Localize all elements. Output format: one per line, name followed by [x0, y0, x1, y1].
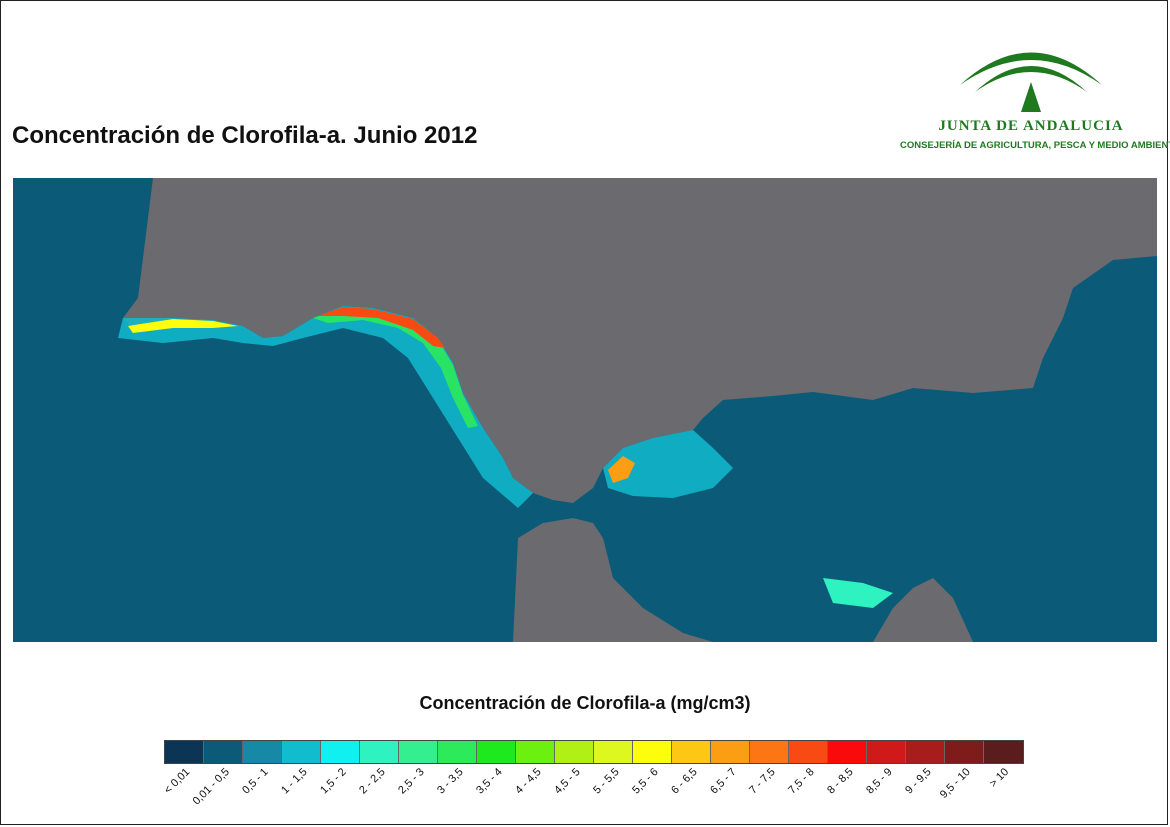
coastal-band-west [128, 319, 238, 333]
legend-swatch [165, 741, 204, 763]
legend-swatch [243, 741, 282, 763]
legend-label: 0,01 - 0,5 [190, 766, 232, 808]
chlorophyll-map [13, 178, 1157, 642]
legend-label: 7 - 7,5 [746, 766, 778, 797]
legend-label: 3 - 3,5 [434, 766, 466, 797]
legend-label: > 10 [986, 766, 1011, 790]
coastal-band-high [318, 307, 445, 348]
logo-name: JUNTA DE ANDALUCIA [938, 118, 1124, 134]
legend-label: 9 - 9,5 [902, 766, 934, 797]
legend-label: 1 - 1,5 [278, 766, 310, 797]
legend-label: 4 - 4,5 [512, 766, 544, 797]
legend-label: 0,5 - 1 [239, 766, 271, 797]
legend-swatch [984, 741, 1023, 763]
legend-label: 6 - 6,5 [668, 766, 700, 797]
legend-swatch [282, 741, 321, 763]
legend-label: 4,5 - 5 [551, 766, 583, 797]
land-iberia [123, 178, 1157, 503]
legend-label: 6,5 - 7 [707, 766, 739, 797]
legend-swatch [906, 741, 945, 763]
alboran-bloom [603, 430, 733, 498]
legend-swatch [516, 741, 555, 763]
legend-swatch [438, 741, 477, 763]
legend-swatch [828, 741, 867, 763]
legend-swatch [477, 741, 516, 763]
legend-label: 7,5 - 8 [785, 766, 817, 797]
legend-label: 2,5 - 3 [395, 766, 427, 797]
legend-swatch [555, 741, 594, 763]
legend-swatch [360, 741, 399, 763]
legend-title: Concentración de Clorofila-a (mg/cm3) [419, 693, 751, 713]
legend-swatch [399, 741, 438, 763]
logo-subtitle: CONSEJERÍA DE AGRICULTURA, PESCA Y MEDIO… [900, 140, 1170, 151]
legend-swatch [867, 741, 906, 763]
alboran-bloom-core [608, 456, 635, 483]
legend-label: 5,5 - 6 [629, 766, 661, 797]
legend-label: 3,5 - 4 [473, 766, 505, 797]
junta-de-andalucia-logo: JUNTA DE ANDALUCIA CONSEJERÍA DE AGRICUL… [900, 30, 1170, 160]
legend-swatch [672, 741, 711, 763]
page-title: Concentración de Clorofila-a. Junio 2012 [12, 122, 478, 149]
legend-label: 9,5 - 10 [937, 766, 973, 801]
legend-label: 5 - 5,5 [590, 766, 622, 797]
legend-swatch [321, 741, 360, 763]
land-africa [513, 518, 713, 642]
east-bloom [823, 578, 893, 608]
logo-emblem-icon [960, 52, 1102, 112]
legend-swatch [633, 741, 672, 763]
legend-swatch [789, 741, 828, 763]
legend-label: 2 - 2,5 [356, 766, 388, 797]
legend-color-bar [164, 740, 1024, 764]
legend-label: < 0,01 [161, 766, 192, 797]
land-africa-east [873, 578, 973, 642]
legend-swatch [204, 741, 243, 763]
legend-label: 1,5 - 2 [317, 766, 349, 797]
coastal-band-low [118, 306, 533, 508]
legend-swatch [711, 741, 750, 763]
legend-label: 8 - 8,5 [824, 766, 856, 797]
legend-swatch [594, 741, 633, 763]
legend-swatch [945, 741, 984, 763]
legend-swatch [750, 741, 789, 763]
legend-label: 8,5 - 9 [863, 766, 895, 797]
coastal-band-mid [313, 308, 478, 428]
